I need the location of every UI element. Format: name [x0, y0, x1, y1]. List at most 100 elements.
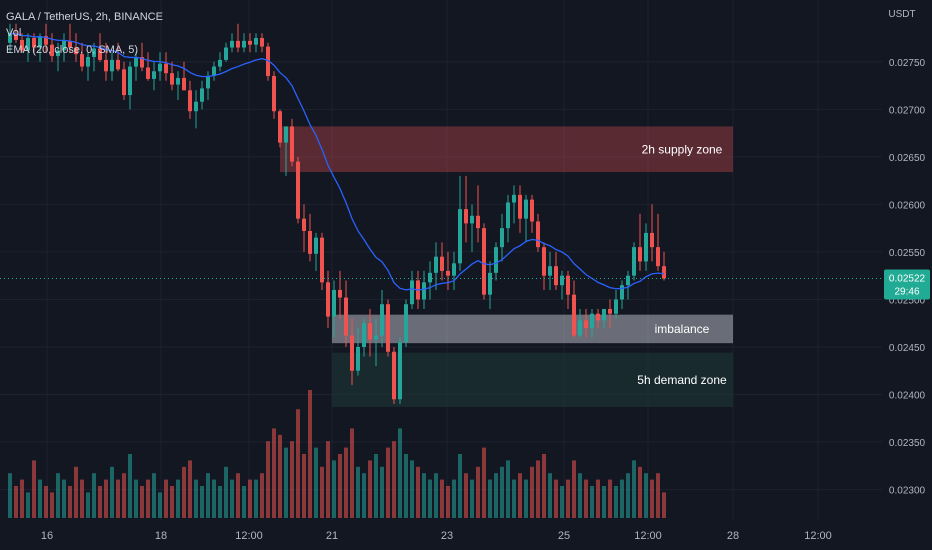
volume-bar [92, 473, 96, 518]
volume-bar [86, 492, 90, 518]
volume-bar [182, 466, 186, 518]
candle-body [614, 299, 618, 314]
candle-body [584, 320, 588, 328]
symbol-legend[interactable]: GALA / TetherUS, 2h, BINANCE [6, 11, 163, 23]
volume-bar [512, 479, 516, 518]
candle-body [560, 275, 564, 286]
ema-legend[interactable]: EMA (20, close, 0, SMA, 5) [6, 44, 138, 56]
volume-bar [602, 486, 606, 518]
candle-body [314, 237, 318, 254]
volume-bar [260, 473, 264, 518]
candle-body [62, 40, 66, 51]
candle-body [92, 48, 96, 58]
ema-line [9, 32, 665, 291]
candle-body [404, 304, 408, 343]
volume-bar [608, 479, 612, 518]
zone-label-imbalance: imbalance [655, 322, 710, 336]
x-tick-label: 21 [326, 530, 338, 542]
y-tick-label: 0.02450 [889, 343, 926, 354]
volume-bar [254, 479, 258, 518]
volume-bar [152, 473, 156, 518]
candle-body [188, 90, 192, 112]
candle-body [542, 247, 546, 276]
volume-bar [50, 492, 54, 518]
candle-body [350, 335, 354, 371]
candle-body [656, 247, 660, 267]
candle-body [644, 232, 648, 262]
y-tick-label: 0.02350 [889, 438, 926, 449]
volume-bar [440, 479, 444, 518]
volume-bar [500, 466, 504, 518]
candle-body [230, 40, 234, 48]
candle-body [632, 247, 636, 276]
candle-body [8, 33, 12, 43]
candle-body [80, 54, 84, 67]
candle-body [500, 228, 504, 248]
candle-body [410, 280, 414, 305]
volume-bar [434, 473, 438, 518]
candle-body [512, 194, 516, 203]
candle-body [488, 272, 492, 295]
candle-body [290, 126, 294, 162]
candle-body [26, 38, 30, 51]
volume-bar [80, 479, 84, 518]
volume-bar [314, 447, 318, 518]
candle-body [236, 40, 240, 48]
volume-bar [212, 479, 216, 518]
x-tick-label: 12:00 [804, 530, 832, 542]
volume-bar [230, 479, 234, 518]
volume-bar [386, 447, 390, 518]
volume-bar [644, 473, 648, 518]
countdown-value: 29:46 [894, 287, 919, 298]
volume-bar [272, 428, 276, 518]
last-price-tag [884, 269, 930, 300]
volume-bar [218, 486, 222, 518]
candle-body [422, 282, 426, 300]
candle-body [140, 57, 144, 68]
candle-body [398, 342, 402, 400]
volume-bar [350, 428, 354, 518]
volume-bar [236, 473, 240, 518]
volume-bar [248, 479, 252, 518]
y-tick-label: 0.02500 [889, 295, 926, 306]
volume-bar [122, 473, 126, 518]
volume-bar [488, 479, 492, 518]
candle-body [170, 73, 174, 85]
x-tick-label: 16 [41, 530, 53, 542]
zone-label-supply: 2h supply zone [642, 142, 723, 156]
y-tick-label: 0.02400 [889, 391, 926, 402]
volume-bar [566, 479, 570, 518]
candle-body [104, 59, 108, 72]
volume-bar [398, 428, 402, 518]
candle-body [494, 247, 498, 273]
candle-body [56, 50, 60, 57]
volume-legend[interactable]: Vol [6, 27, 21, 39]
candle-body [134, 57, 138, 67]
candle-body [482, 228, 486, 295]
volume-bar [338, 454, 342, 518]
volume-bar [56, 473, 60, 518]
candle-body [518, 194, 522, 219]
candle-body [206, 76, 210, 89]
volume-bar [362, 473, 366, 518]
y-tick-label: 0.02600 [889, 200, 926, 211]
candle-body [224, 47, 228, 60]
volume-bar [446, 486, 450, 518]
volume-bar [98, 486, 102, 518]
volume-bar [68, 486, 72, 518]
candle-body [536, 221, 540, 248]
candle-body [620, 285, 624, 300]
candle-body [194, 101, 198, 112]
volume-bar [8, 473, 12, 518]
volume-bar [458, 454, 462, 518]
volume-bar [524, 479, 528, 518]
volume-bar [170, 486, 174, 518]
volume-bar [62, 479, 66, 518]
candle-body [110, 59, 114, 72]
volume-bar [134, 479, 138, 518]
volume-bar [590, 486, 594, 518]
volume-bar [494, 473, 498, 518]
symbol-title: GALA / TetherUS, 2h, BINANCE [6, 11, 163, 23]
